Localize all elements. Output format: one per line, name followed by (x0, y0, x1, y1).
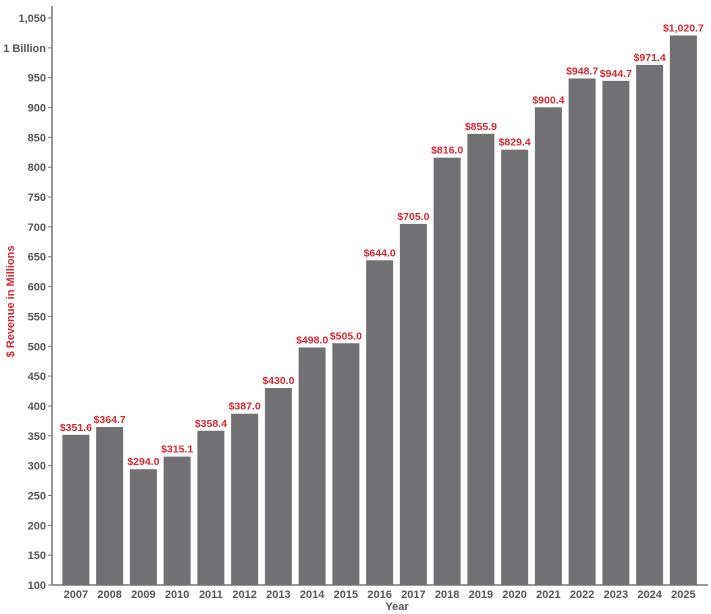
y-tick-label: 600 (28, 282, 46, 294)
y-tick-label: 800 (28, 162, 46, 174)
x-tick-label-2017: 2017 (401, 589, 425, 601)
x-tick-label-2016: 2016 (367, 589, 391, 601)
data-label-2007: $351.6 (60, 422, 92, 434)
bar-2011 (197, 430, 225, 585)
x-tick-label-2018: 2018 (435, 589, 459, 601)
bar-2017 (399, 223, 427, 585)
y-tick-label: 250 (28, 490, 46, 502)
bar-2021 (534, 107, 562, 585)
data-label-2019: $855.9 (465, 121, 497, 133)
y-axis: 100 150 200 250 300 350 400 450 500 550 600 650 700 7… (3, 6, 53, 592)
bar-2019 (467, 133, 495, 585)
data-label-2017: $705.0 (397, 211, 429, 223)
bar-2024 (636, 64, 664, 585)
y-tick-label: 450 (28, 371, 46, 383)
data-label-2013: $430.0 (262, 375, 294, 387)
bar-2016 (366, 260, 394, 585)
bar-2010 (163, 456, 191, 585)
x-tick-label-2023: 2023 (604, 589, 628, 601)
x-tick-label-2009: 2009 (131, 589, 155, 601)
x-tick-label-2019: 2019 (469, 589, 493, 601)
x-tick-label-2014: 2014 (300, 589, 325, 601)
data-label-2010: $315.1 (161, 444, 193, 456)
bar-2012 (231, 413, 259, 585)
bar-2015 (332, 343, 360, 585)
data-label-2025: $1,020.7 (663, 22, 704, 34)
y-tick-label: 300 (28, 461, 46, 473)
bar-2025 (669, 35, 697, 585)
bar-2014 (298, 347, 326, 585)
data-labels: $351.6$364.7 $294.0$315.1 $358.4$387.0 $430… (60, 22, 704, 468)
y-tick-label: 1 Billion (3, 43, 46, 55)
bar-2013 (264, 388, 292, 585)
data-label-2022: $948.7 (566, 65, 598, 77)
y-tick-label: 550 (28, 311, 46, 323)
bar-2022 (568, 78, 596, 585)
data-label-2009: $294.0 (127, 456, 159, 468)
x-axis-title: Year (385, 601, 409, 613)
data-label-2008: $364.7 (94, 414, 126, 426)
y-tick-label: 100 (28, 580, 46, 592)
y-tick-label: 350 (28, 431, 46, 443)
y-tick-label: 700 (28, 222, 46, 234)
bar-2020 (501, 149, 529, 585)
x-tick-label-2020: 2020 (502, 589, 526, 601)
x-tick-label-2021: 2021 (536, 589, 560, 601)
data-label-2020: $829.4 (499, 137, 531, 149)
data-label-2021: $900.4 (532, 94, 564, 106)
bar-2008 (96, 427, 124, 585)
y-tick-label: 1,050 (18, 13, 46, 25)
y-tick-label: 650 (28, 252, 46, 264)
data-label-2016: $644.0 (364, 247, 396, 259)
x-tick-label-2007: 2007 (64, 589, 88, 601)
y-tick-label: 750 (28, 192, 46, 204)
x-tick-label-2024: 2024 (637, 589, 662, 601)
bars (62, 35, 697, 585)
data-label-2015: $505.0 (330, 330, 362, 342)
y-tick-label: 500 (28, 341, 46, 353)
bar-2018 (433, 157, 461, 585)
x-tick-label-2015: 2015 (334, 589, 358, 601)
bar-2009 (129, 469, 157, 585)
y-axis-title: $ Revenue in Millions (5, 246, 17, 358)
x-tick-label-2025: 2025 (671, 589, 695, 601)
x-axis: 2007 2008 2009 2010 2011 2012 2013 2014 2015 2016… (52, 584, 708, 601)
x-tick-label-2011: 2011 (199, 589, 223, 601)
data-label-2012: $387.0 (229, 401, 261, 413)
y-tick-label: 400 (28, 401, 46, 413)
y-tick-label: 150 (28, 550, 46, 562)
data-label-2011: $358.4 (195, 418, 227, 430)
y-tick-label: 950 (28, 73, 46, 85)
x-tick-label-2022: 2022 (570, 589, 594, 601)
y-tick-label: 850 (28, 132, 46, 144)
data-label-2018: $816.0 (431, 145, 463, 157)
x-tick-label-2012: 2012 (232, 589, 256, 601)
y-tick-label: 200 (28, 520, 46, 532)
x-tick-label-2008: 2008 (97, 589, 121, 601)
data-label-2024: $971.4 (634, 52, 666, 64)
data-label-2023: $944.7 (600, 68, 632, 80)
data-label-2014: $498.0 (296, 334, 328, 346)
y-tick-label: 900 (28, 103, 46, 115)
x-tick-label-2013: 2013 (266, 589, 290, 601)
x-tick-label-2010: 2010 (165, 589, 189, 601)
bar-2007 (62, 434, 90, 585)
bar-2023 (602, 80, 630, 585)
